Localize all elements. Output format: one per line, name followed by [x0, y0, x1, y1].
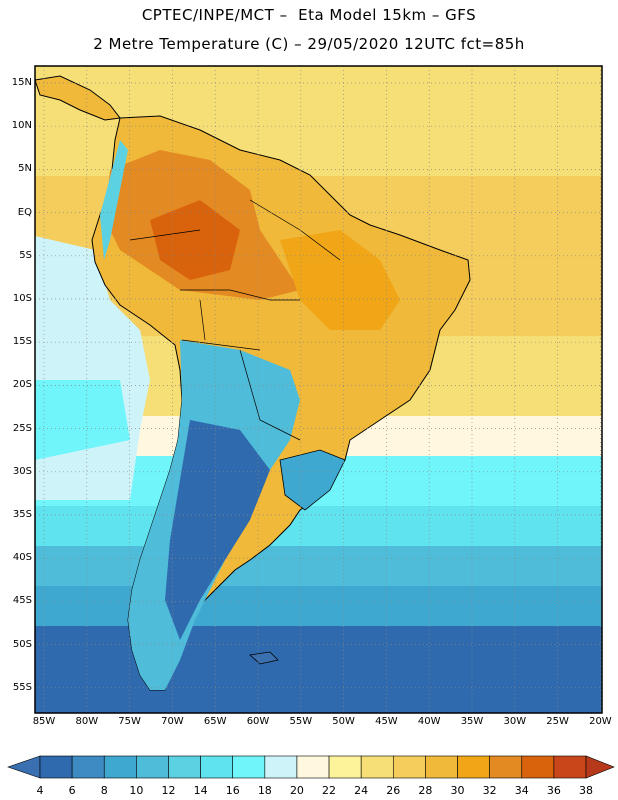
pacific-cooler	[35, 380, 130, 460]
lat-label: 15N	[11, 77, 32, 88]
colorbar-label: 38	[579, 784, 593, 797]
colorbar	[7, 755, 615, 779]
lat-label: 25S	[12, 422, 32, 434]
lat-label: EQ	[17, 206, 32, 218]
lon-label: 20W	[589, 716, 612, 727]
lon-label: 45W	[375, 716, 398, 727]
band-6	[35, 626, 602, 713]
uruguay-region	[279, 449, 346, 511]
lon-label: 80W	[75, 716, 99, 727]
colorbar-swatch	[392, 755, 426, 779]
colorbar-label: 26	[386, 784, 401, 797]
lat-label: 20S	[12, 379, 32, 391]
colorbar-label: 8	[100, 784, 108, 797]
colorbar-swatch	[136, 755, 169, 779]
lon-label: 30W	[503, 716, 527, 727]
lon-label: 60W	[246, 716, 270, 727]
colorbar-swatch	[521, 755, 555, 779]
lat-label: 15S	[12, 336, 32, 348]
colorbar-swatch	[296, 755, 330, 779]
colorbar-arrow-low	[7, 755, 41, 779]
colorbar-swatch	[328, 755, 362, 779]
coordinate-grid	[35, 66, 602, 713]
colorbar-swatch	[264, 755, 298, 779]
lat-label: 5N	[18, 163, 32, 175]
lon-label: 35W	[460, 716, 484, 727]
colorbar-label: 28	[418, 784, 433, 797]
lon-label: 25W	[546, 716, 569, 727]
lat-label: 10S	[12, 293, 32, 304]
colorbar-arrow-high	[585, 755, 615, 779]
colorbar-swatch	[71, 755, 105, 779]
lon-label: 75W	[118, 716, 141, 727]
colorbar-swatch	[168, 755, 201, 779]
lon-label: 50W	[332, 716, 355, 727]
colorbar-label: 18	[257, 784, 272, 797]
lat-label: 5S	[19, 249, 32, 261]
colorbar-label: 4	[36, 784, 44, 797]
country-borders	[129, 199, 341, 441]
colorbar-label: 34	[514, 784, 529, 797]
colorbar-swatch	[425, 755, 458, 779]
lat-label: 50S	[12, 638, 32, 650]
map-frame	[34, 65, 603, 714]
colorbar-label: 22	[322, 784, 337, 797]
coldest-patagonia	[165, 420, 270, 640]
colorbar-label: 12	[161, 784, 176, 797]
colorbar-swatch	[489, 755, 523, 779]
lat-label: 55S	[12, 681, 32, 693]
title-line-1: CPTEC/INPE/MCT – Eta Model 15km – GFS	[141, 6, 477, 24]
lat-label: 35S	[12, 509, 32, 520]
colorbar-label: 6	[68, 784, 76, 797]
lat-label: 45S	[12, 595, 32, 607]
lon-label: 55W	[289, 716, 313, 727]
title-line-2: 2 Metre Temperature (C) – 29/05/2020 12U…	[93, 35, 525, 53]
colorbar-label: 32	[482, 784, 497, 797]
warm-northeast	[280, 230, 400, 330]
colorbar-label: 36	[546, 784, 561, 797]
hottest-core	[150, 200, 240, 280]
colorbar-swatch	[200, 755, 234, 779]
andes-north	[100, 140, 128, 260]
colorbar-label: 20	[289, 784, 304, 797]
lat-label: 40S	[12, 552, 32, 564]
colorbar-label: 14	[193, 784, 208, 797]
colorbar-swatch	[103, 755, 137, 779]
lon-label: 85W	[32, 716, 56, 727]
colorbar-label: 24	[354, 784, 369, 797]
colorbar-swatch	[553, 755, 587, 779]
band-12	[35, 546, 602, 586]
lat-label: 10N	[11, 120, 32, 132]
colorbar-label: 10	[129, 784, 144, 797]
falkland-islands	[249, 651, 279, 665]
colorbar-swatch	[39, 755, 73, 779]
colorbar-swatch	[232, 755, 266, 779]
colorbar-label: 16	[225, 784, 240, 797]
lon-label: 40W	[417, 716, 441, 727]
lon-label: 65W	[203, 716, 227, 727]
colorbar-swatch	[457, 755, 490, 779]
lat-label: 30S	[12, 465, 32, 477]
band-16	[35, 506, 602, 546]
colorbar-swatch	[360, 755, 394, 779]
colorbar-label: 30	[450, 784, 465, 797]
lon-label: 70W	[161, 716, 184, 727]
band-10	[35, 586, 602, 626]
